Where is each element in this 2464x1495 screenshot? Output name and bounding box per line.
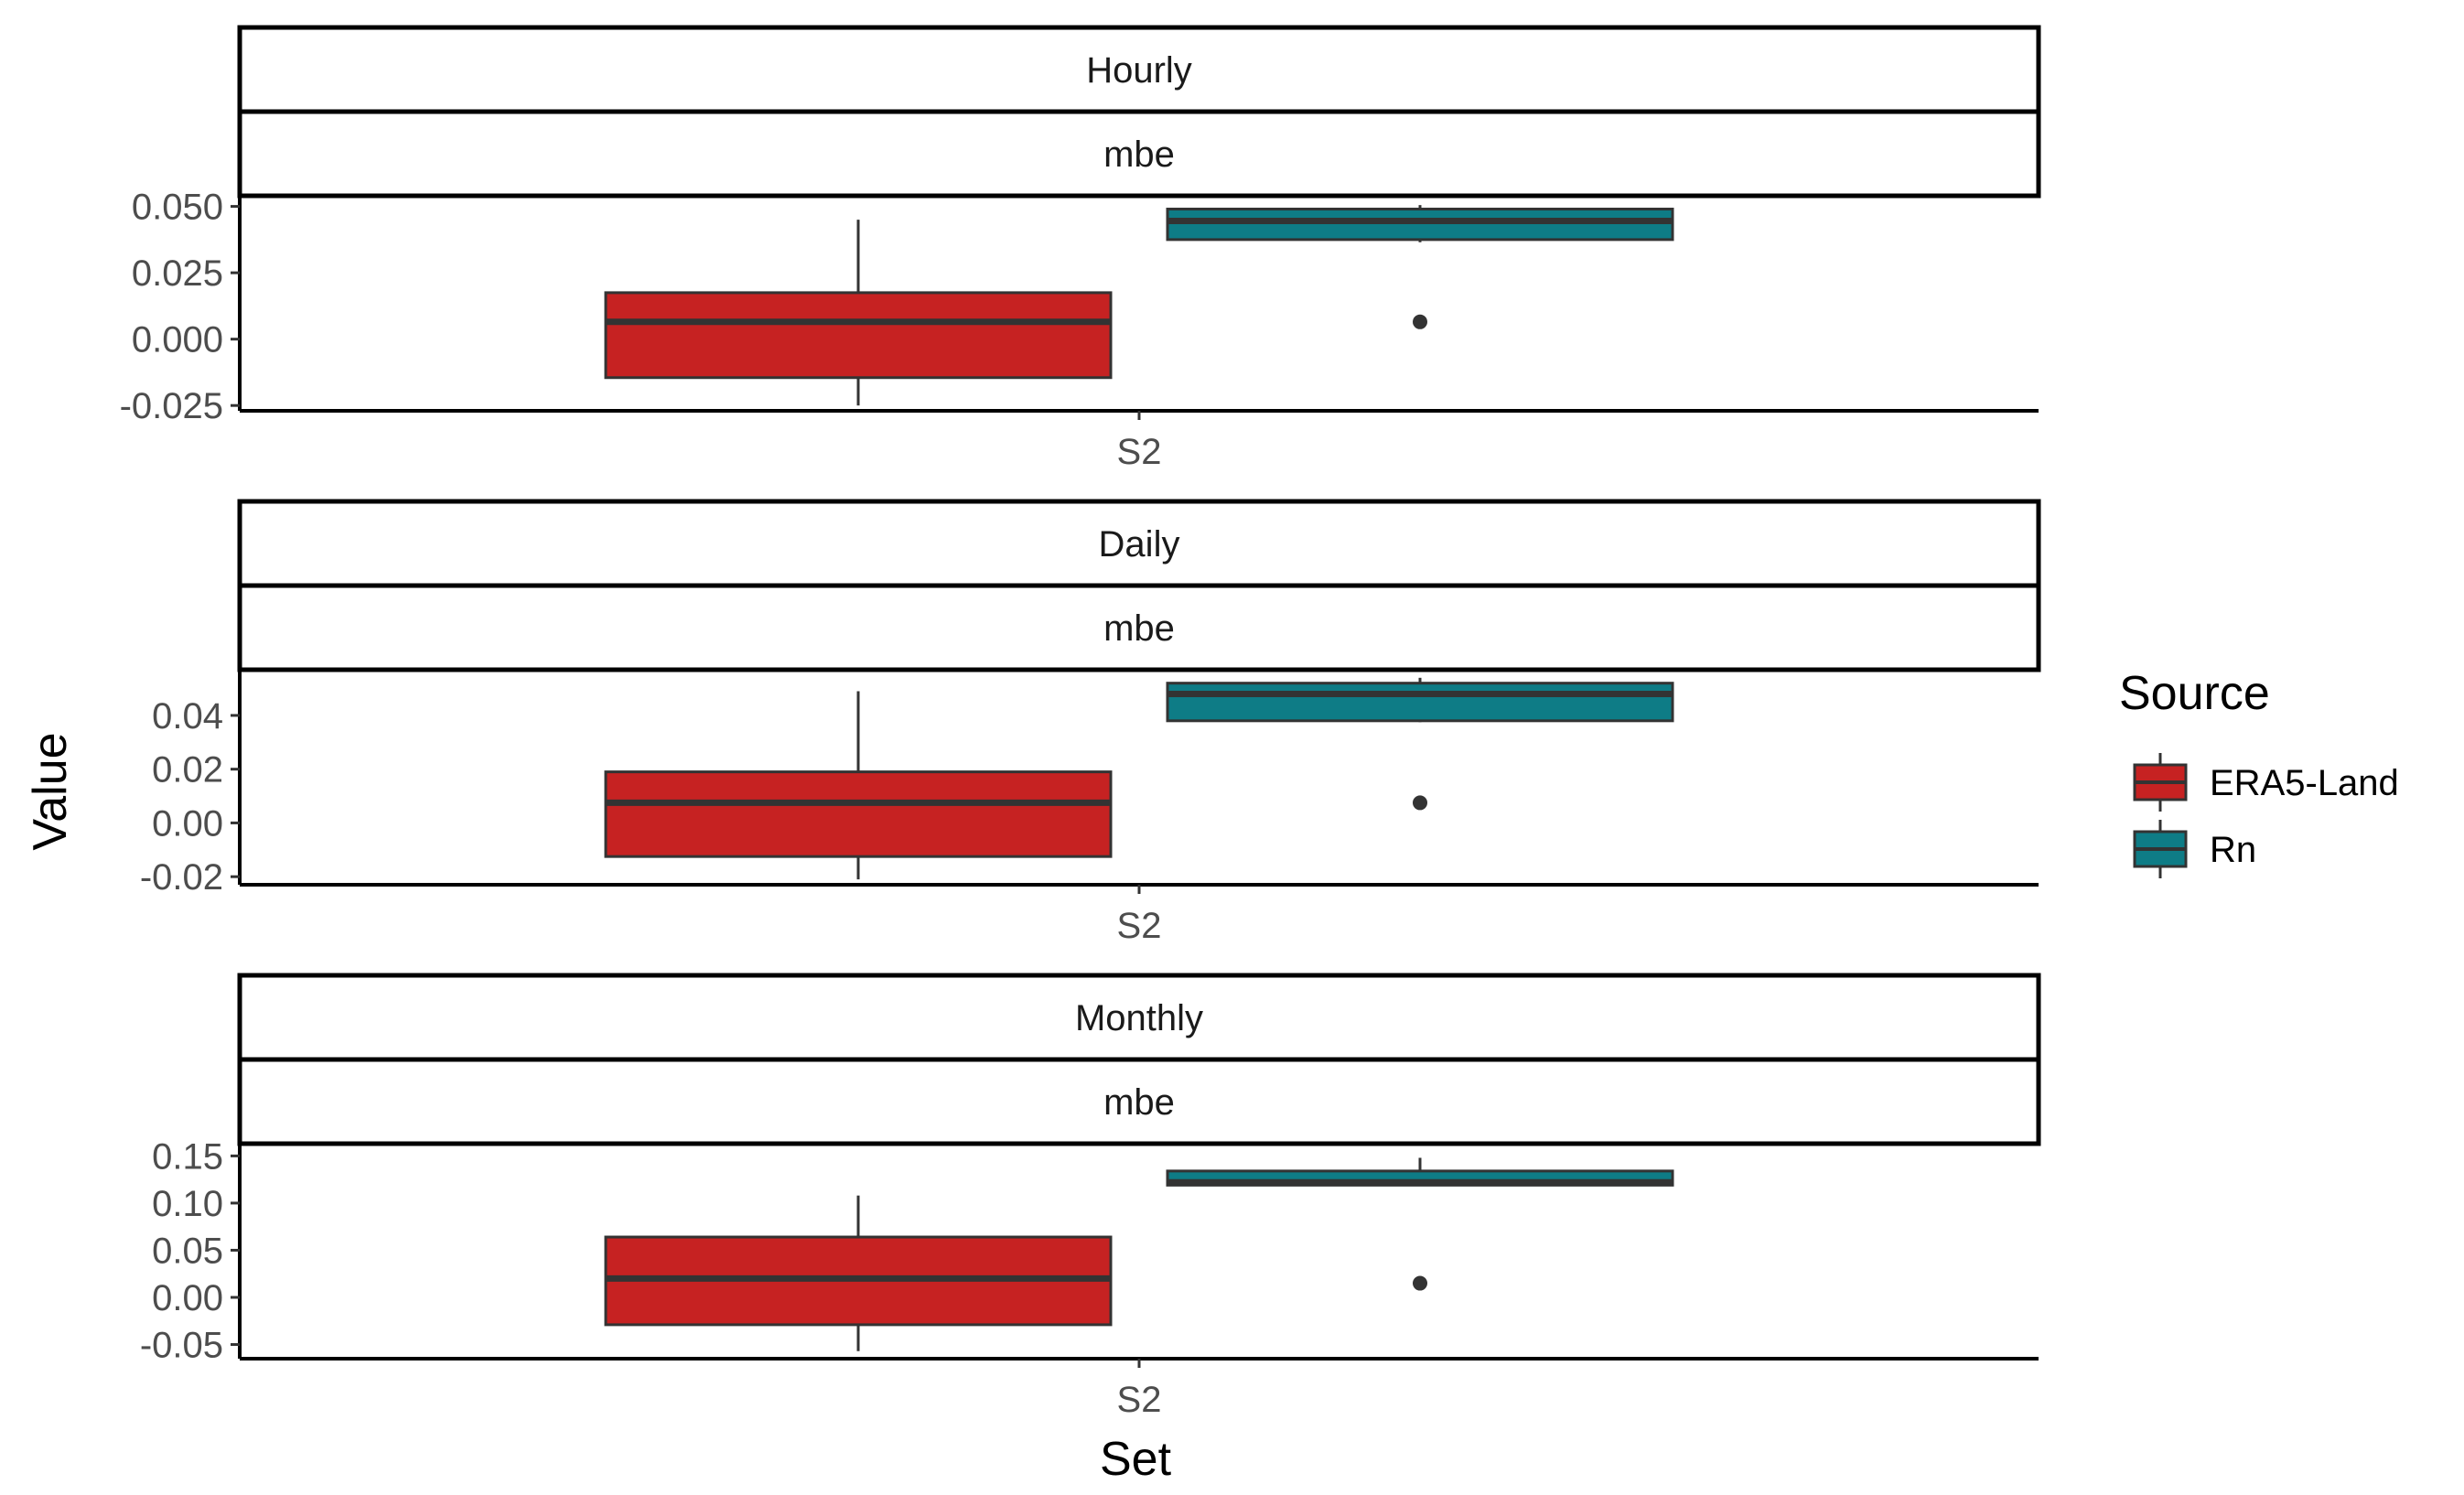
box-era5-land [604, 220, 1113, 406]
legend-entries: ERA5-Land Rn [2133, 753, 2399, 878]
strip-box-bottom [237, 109, 2041, 199]
strip-label-top: Daily [1099, 524, 1180, 565]
legend-label: Rn [2210, 830, 2256, 870]
y-tick-label: 0.05 [152, 1231, 223, 1271]
strip-box-top [237, 25, 2041, 114]
y-tick-label: 0.00 [152, 803, 223, 844]
strip-label-top: Hourly [1086, 50, 1192, 91]
outlier-point [1413, 314, 1427, 329]
legend-entry-era5-land: ERA5-Land [2133, 753, 2399, 812]
box-body [604, 770, 1113, 858]
y-tick-label: 0.04 [152, 696, 223, 737]
box-rn [1166, 677, 1674, 811]
y-tick-label: -0.025 [120, 386, 223, 426]
strip-box-bottom [237, 583, 2041, 672]
y-axis-title: Value [24, 732, 77, 850]
y-tick-label: 0.02 [152, 750, 223, 791]
y-tick-label: 0.050 [132, 188, 223, 228]
strip-box-top [237, 973, 2041, 1062]
box-body [1166, 682, 1674, 723]
y-tick-label: 0.025 [132, 253, 223, 294]
facet-panels: Hourly mbe -0.025 0.000 0.025 0.050 S2 Daily mbe… [120, 25, 2041, 1420]
legend-label: ERA5-Land [2210, 763, 2399, 803]
y-tick-label: -0.05 [140, 1326, 223, 1366]
legend-entry-rn: Rn [2133, 820, 2256, 878]
box-era5-land [604, 1195, 1113, 1351]
outlier-point [1413, 795, 1427, 811]
y-tick-label: -0.02 [140, 857, 223, 898]
box-era5-land [604, 691, 1113, 880]
strip-label-top: Monthly [1075, 998, 1203, 1038]
box-body [1166, 208, 1674, 242]
facet-panel-monthly: Monthly mbe -0.05 0.00 0.05 0.10 0.15 S2 [140, 973, 2041, 1420]
facet-panel-hourly: Hourly mbe -0.025 0.000 0.025 0.050 S2 [120, 25, 2041, 472]
strip-box-bottom [237, 1057, 2041, 1146]
x-tick-label: S2 [1117, 1380, 1162, 1420]
strip-label-bottom: mbe [1103, 608, 1175, 649]
strip-box-top [237, 499, 2041, 588]
y-tick-label: 0.10 [152, 1184, 223, 1224]
y-tick-label: 0.15 [152, 1136, 223, 1177]
box-rn [1166, 1157, 1674, 1291]
outlier-point [1413, 1275, 1427, 1291]
y-tick-label: 0.000 [132, 320, 223, 360]
box-rn [1166, 205, 1674, 329]
x-tick-label: S2 [1117, 432, 1162, 472]
x-tick-label: S2 [1117, 906, 1162, 946]
strip-label-bottom: mbe [1103, 134, 1175, 175]
legend-title: Source [2119, 667, 2270, 720]
y-tick-label: 0.00 [152, 1278, 223, 1318]
facet-panel-daily: Daily mbe -0.02 0.00 0.02 0.04 S2 [140, 499, 2041, 946]
legend: Source ERA5-Land Rn [2119, 667, 2399, 878]
strip-label-bottom: mbe [1103, 1082, 1175, 1123]
x-axis-title: Set [1100, 1433, 1172, 1486]
box-body [604, 291, 1113, 380]
